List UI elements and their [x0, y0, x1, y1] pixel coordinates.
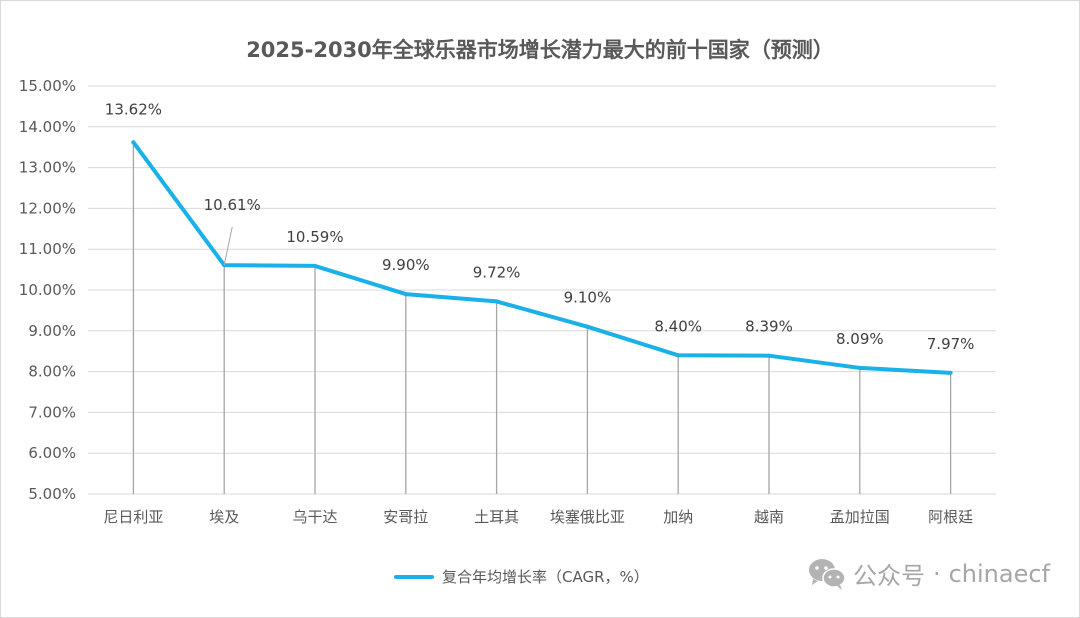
x-tick-label: 乌干达: [292, 508, 337, 526]
watermark-account: chinaecf: [948, 559, 1050, 588]
data-point: [948, 370, 953, 375]
watermark: 公众号 · chinaecf: [807, 556, 1050, 591]
legend: 复合年均增长率（CAGR，%）: [394, 566, 649, 587]
y-tick-label: 12.00%: [19, 199, 76, 217]
y-tick-label: 10.00%: [19, 281, 76, 299]
data-point: [494, 299, 499, 304]
x-tick-label: 安哥拉: [383, 508, 428, 526]
data-label: 9.72%: [473, 263, 521, 281]
x-tick-label: 加纳: [663, 508, 693, 526]
label-leader-line: [223, 227, 233, 266]
x-tick-label: 土耳其: [474, 508, 519, 526]
data-point: [585, 324, 590, 329]
wechat-icon: [808, 558, 846, 590]
y-tick-label: 5.00%: [28, 485, 76, 503]
y-tick-label: 11.00%: [19, 240, 76, 258]
y-tick-label: 13.00%: [19, 159, 76, 177]
data-point: [676, 353, 681, 358]
x-tick-label: 阿根廷: [928, 508, 973, 526]
data-label: 10.59%: [286, 228, 343, 246]
x-tick-label: 越南: [754, 508, 784, 526]
series-line: [131, 140, 953, 375]
data-point: [313, 263, 317, 268]
y-tick-label: 14.00%: [19, 118, 76, 136]
data-point: [857, 365, 862, 370]
data-label: 9.10%: [564, 289, 612, 307]
data-label: 8.40%: [654, 317, 702, 335]
watermark-separator: ·: [932, 559, 941, 588]
legend-swatch: [394, 574, 434, 579]
data-label: 8.09%: [836, 330, 884, 348]
y-tick-label: 6.00%: [28, 444, 76, 462]
x-tick-label: 埃及: [209, 508, 239, 526]
y-tick-label: 7.00%: [28, 403, 76, 421]
data-label: 8.39%: [745, 318, 793, 336]
y-tick-label: 8.00%: [28, 363, 76, 381]
chart-title: 2025-2030年全球乐器市场增长潜力最大的前十国家（预测）: [246, 38, 834, 62]
data-label: 10.61%: [204, 196, 261, 214]
x-tick-label: 孟加拉国: [830, 508, 890, 526]
data-label: 7.97%: [927, 335, 975, 353]
y-tick-label: 9.00%: [28, 322, 76, 340]
watermark-brand: 公众号: [852, 562, 925, 590]
data-point: [403, 292, 408, 297]
data-label: 9.90%: [382, 256, 430, 274]
x-tick-label: 埃塞俄比亚: [550, 508, 625, 526]
y-tick-label: 15.00%: [19, 77, 76, 95]
data-point: [767, 353, 771, 358]
x-tick-label: 尼日利亚: [103, 508, 163, 526]
legend-label: 复合年均增长率（CAGR，%）: [442, 568, 649, 586]
data-point: [131, 140, 136, 145]
data-label: 13.62%: [105, 100, 162, 118]
